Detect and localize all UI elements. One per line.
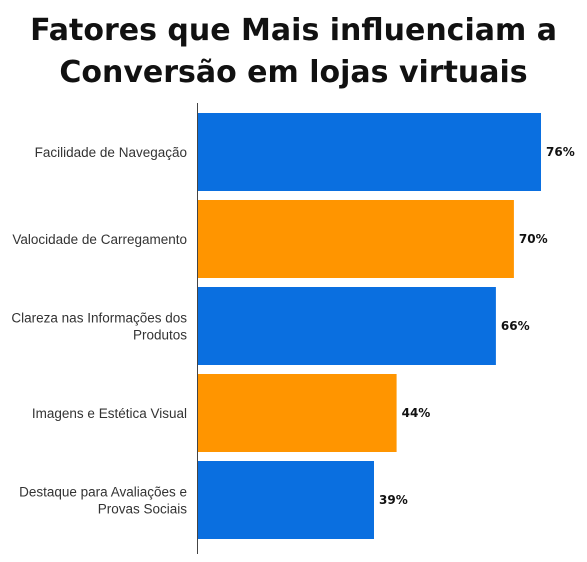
bar-5	[198, 461, 374, 539]
chart-title-line-2: Conversão em lojas virtuais	[59, 55, 528, 90]
bar-1	[198, 113, 541, 191]
bar-3	[198, 287, 496, 365]
category-label-5-line-1: Destaque para Avaliações e	[19, 485, 187, 500]
category-label-4-line-1: Imagens e Estética Visual	[32, 406, 187, 421]
value-label-1: 76%	[546, 145, 575, 159]
chart-title-line-1: Fatores que Mais influenciam a	[30, 13, 557, 48]
value-label-4: 44%	[402, 406, 431, 420]
value-labels-group: 76% 70% 66% 44% 39%	[379, 145, 575, 507]
category-label-3-line-2: Produtos	[133, 328, 187, 343]
category-label-2-line-1: Valocidade de Carregamento	[12, 232, 187, 247]
category-label-5: Destaque para Avaliações e Provas Sociais	[19, 485, 187, 517]
category-label-2: Valocidade de Carregamento	[12, 232, 187, 247]
category-label-1: Facilidade de Navegação	[35, 145, 187, 160]
bars-group	[198, 113, 541, 539]
bar-2	[198, 200, 514, 278]
category-label-1-line-1: Facilidade de Navegação	[35, 145, 187, 160]
bar-4	[198, 374, 397, 452]
value-label-2: 70%	[519, 232, 548, 246]
value-label-5: 39%	[379, 493, 408, 507]
value-label-3: 66%	[501, 319, 530, 333]
category-label-3-line-1: Clareza nas Informações dos	[11, 311, 187, 326]
category-label-5-line-2: Provas Sociais	[98, 502, 188, 517]
chart-title: Fatores que Mais influenciam a Conversão…	[0, 10, 587, 94]
category-label-3: Clareza nas Informações dos Produtos	[11, 311, 187, 343]
category-label-4: Imagens e Estética Visual	[32, 406, 187, 421]
category-labels-group: Facilidade de Navegação Valocidade de Car…	[11, 145, 187, 517]
